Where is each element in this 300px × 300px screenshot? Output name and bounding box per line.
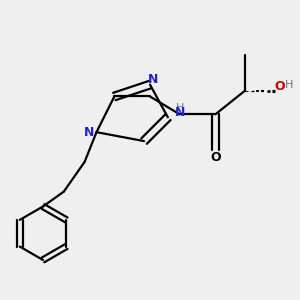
Text: O: O xyxy=(210,151,221,164)
Text: H: H xyxy=(176,103,184,113)
Text: N: N xyxy=(148,73,158,86)
Text: O: O xyxy=(274,80,285,93)
Text: N: N xyxy=(84,126,94,139)
Text: H: H xyxy=(285,80,293,90)
Text: N: N xyxy=(175,106,185,119)
